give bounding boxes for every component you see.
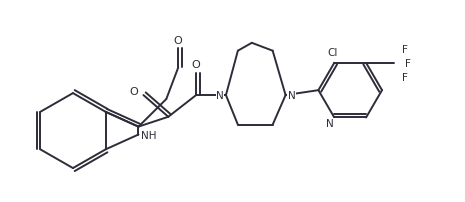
Text: NH: NH [141, 130, 156, 140]
Text: N: N [326, 119, 334, 129]
Text: N: N [288, 91, 295, 101]
Text: F: F [402, 72, 408, 82]
Text: Cl: Cl [327, 48, 338, 58]
Text: O: O [174, 36, 183, 46]
Text: F: F [405, 59, 411, 68]
Text: O: O [129, 87, 138, 97]
Text: F: F [402, 45, 408, 55]
Text: N: N [216, 91, 224, 101]
Text: O: O [192, 60, 200, 70]
